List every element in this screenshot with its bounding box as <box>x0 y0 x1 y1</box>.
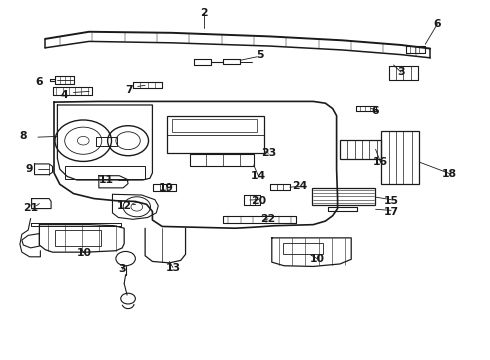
Text: 3: 3 <box>397 67 405 77</box>
Text: 7: 7 <box>125 85 133 95</box>
Text: 21: 21 <box>23 203 38 213</box>
Text: 14: 14 <box>251 171 266 181</box>
Bar <box>65 166 145 179</box>
Bar <box>340 140 381 158</box>
Text: 2: 2 <box>200 8 207 18</box>
Bar <box>283 243 323 254</box>
Text: 10: 10 <box>310 253 324 264</box>
Text: 15: 15 <box>384 196 399 206</box>
Text: 9: 9 <box>26 163 33 174</box>
Text: 13: 13 <box>165 262 180 273</box>
Text: 12: 12 <box>117 201 132 211</box>
Text: 4: 4 <box>61 90 69 100</box>
Bar <box>55 230 101 246</box>
Text: 20: 20 <box>251 196 266 206</box>
Text: 6: 6 <box>36 77 43 87</box>
Bar <box>97 137 117 146</box>
Text: 6: 6 <box>434 19 441 29</box>
Text: 10: 10 <box>77 248 92 258</box>
Text: 17: 17 <box>384 207 399 217</box>
Bar <box>167 116 265 153</box>
Text: 16: 16 <box>373 157 388 167</box>
Text: 3: 3 <box>119 264 126 274</box>
Bar <box>312 188 374 205</box>
Bar <box>191 154 254 166</box>
Bar <box>381 131 419 184</box>
Text: 24: 24 <box>293 181 308 192</box>
Text: 8: 8 <box>20 131 27 141</box>
Bar <box>172 119 257 132</box>
Text: 19: 19 <box>159 183 173 193</box>
Text: 18: 18 <box>442 168 457 179</box>
Text: 22: 22 <box>260 214 275 224</box>
Text: 11: 11 <box>98 175 114 185</box>
Text: 6: 6 <box>372 107 379 116</box>
Text: 5: 5 <box>256 50 263 60</box>
Text: 23: 23 <box>261 148 276 158</box>
